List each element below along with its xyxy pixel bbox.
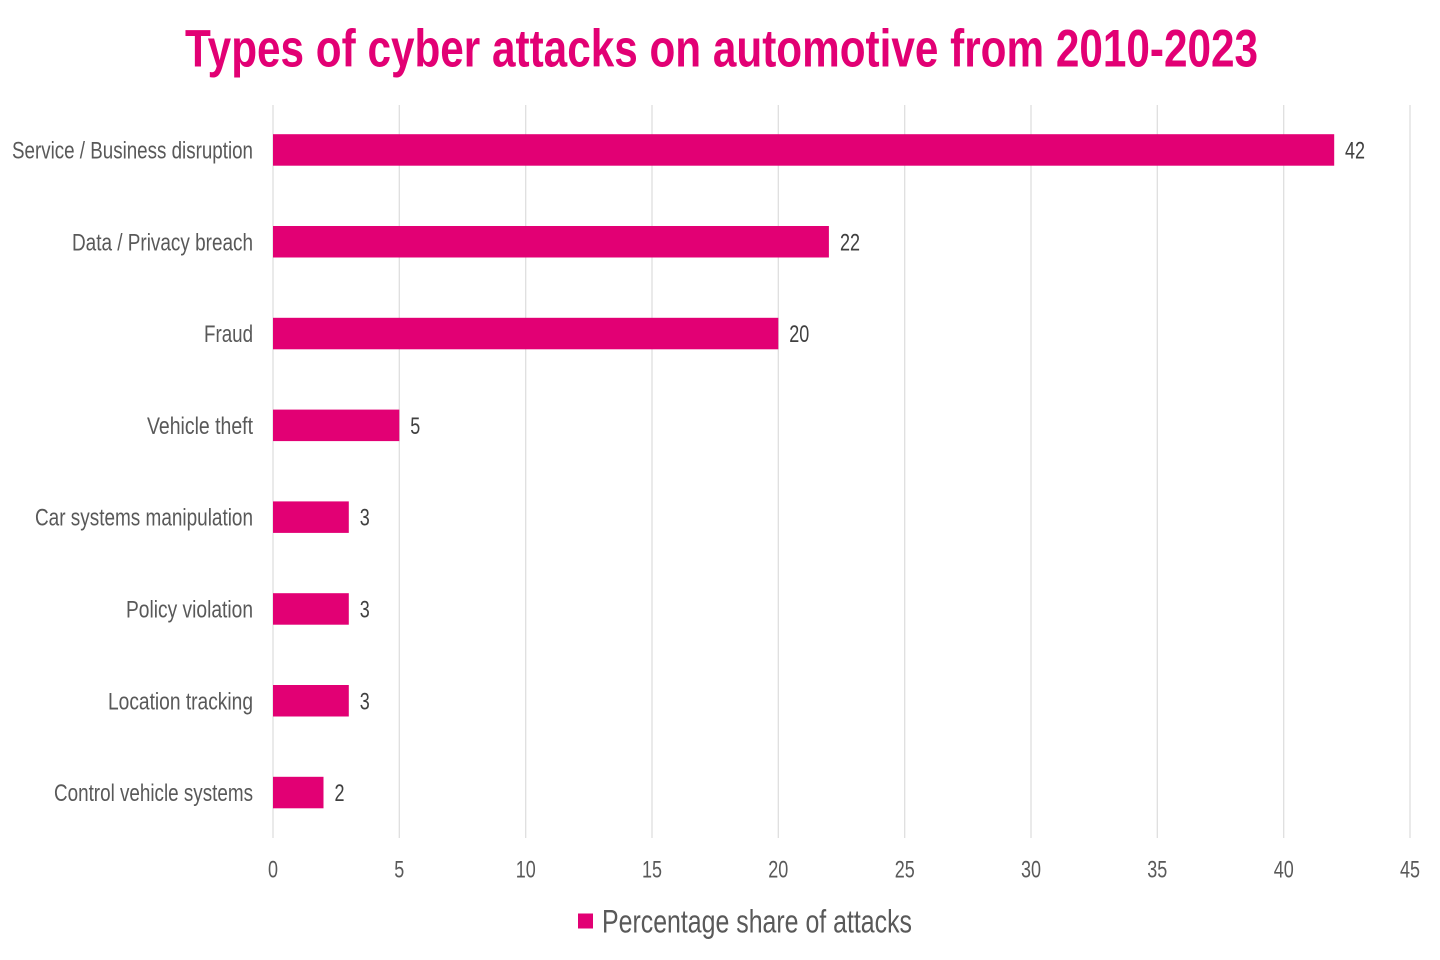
svg-text:25: 25 [895, 857, 915, 884]
svg-text:Service / Business disruption: Service / Business disruption [12, 138, 253, 165]
svg-text:3: 3 [360, 505, 370, 532]
svg-text:Control vehicle systems: Control vehicle systems [54, 780, 253, 807]
svg-text:5: 5 [410, 413, 420, 440]
svg-text:20: 20 [768, 857, 788, 884]
svg-text:45: 45 [1400, 857, 1420, 884]
svg-text:5: 5 [394, 857, 404, 884]
svg-text:15: 15 [642, 857, 662, 884]
svg-text:0: 0 [268, 857, 278, 884]
svg-text:Percentage share of attacks: Percentage share of attacks [602, 904, 912, 940]
svg-text:Policy violation: Policy violation [126, 597, 253, 624]
svg-text:Fraud: Fraud [204, 321, 253, 348]
svg-text:2: 2 [335, 780, 345, 807]
svg-text:30: 30 [1021, 857, 1041, 884]
svg-text:Car systems manipulation: Car systems manipulation [35, 505, 253, 532]
svg-text:Vehicle theft: Vehicle theft [147, 413, 253, 440]
svg-text:20: 20 [789, 321, 809, 348]
svg-text:Data / Privacy breach: Data / Privacy breach [72, 229, 253, 256]
svg-text:40: 40 [1274, 857, 1294, 884]
svg-text:3: 3 [360, 688, 370, 715]
svg-text:Types of cyber attacks on auto: Types of cyber attacks on automotive fro… [185, 20, 1258, 79]
svg-text:35: 35 [1147, 857, 1167, 884]
svg-text:10: 10 [516, 857, 536, 884]
svg-text:42: 42 [1345, 138, 1365, 165]
svg-text:3: 3 [360, 597, 370, 624]
svg-text:22: 22 [840, 229, 860, 256]
svg-text:Location tracking: Location tracking [108, 688, 253, 715]
